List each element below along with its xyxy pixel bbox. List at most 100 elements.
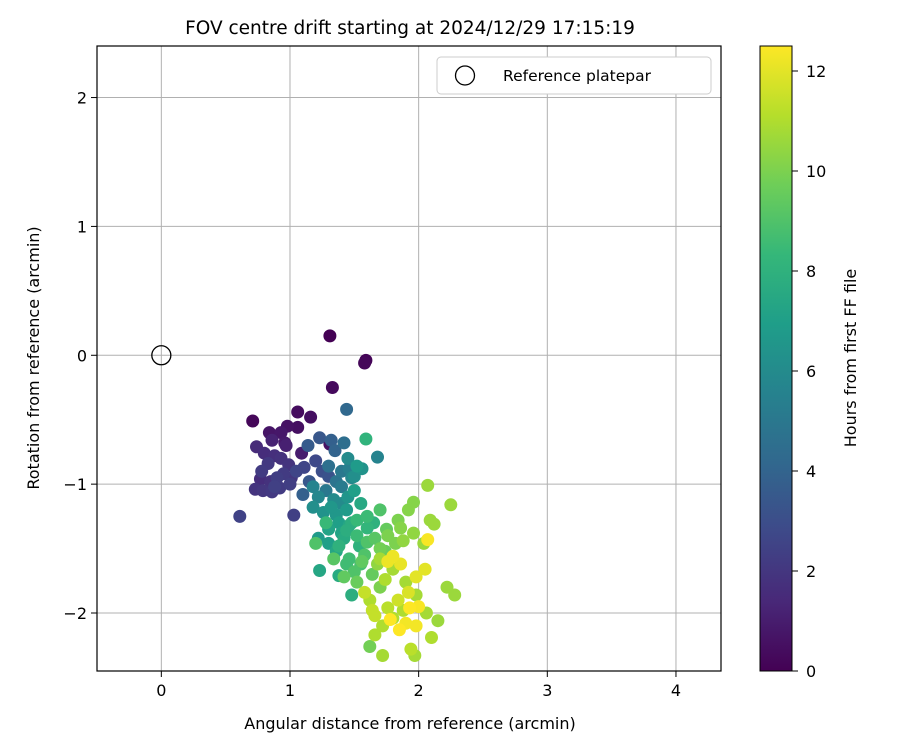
reference-platepar-marker: [151, 345, 172, 366]
data-point: [373, 503, 387, 517]
data-point: [365, 567, 379, 581]
data-point: [391, 593, 405, 607]
data-point: [381, 601, 395, 615]
data-point: [407, 526, 420, 540]
colorbar-scale: [759, 45, 793, 672]
data-point: [407, 495, 420, 509]
data-point: [421, 533, 435, 547]
data-point: [368, 628, 382, 642]
data-point: [233, 509, 247, 523]
data-point: [355, 555, 369, 568]
data-point: [368, 531, 382, 545]
x-tick-label: 3: [542, 681, 552, 700]
x-tick-label: 0: [156, 681, 166, 700]
y-axis-label: Rotation from reference (arcmin): [24, 226, 43, 489]
data-point: [399, 575, 413, 589]
colorbar-tick-label: 4: [806, 462, 816, 481]
colorbar-tick-label: 8: [806, 262, 816, 281]
data-point: [376, 649, 390, 662]
colorbar-label: Hours from first FF file: [841, 269, 860, 448]
data-point: [444, 498, 458, 512]
data-point: [350, 529, 364, 543]
data-point: [255, 464, 269, 478]
y-tick-label: 0: [77, 346, 87, 365]
data-point: [394, 521, 408, 535]
data-point: [301, 439, 315, 452]
data-point: [291, 405, 305, 419]
data-point: [392, 623, 406, 637]
colorbar-tick-label: 0: [806, 662, 816, 681]
data-point: [322, 459, 336, 473]
data-point: [350, 513, 364, 527]
x-axis-ticks: 0 1 2 3 4: [156, 671, 681, 700]
data-point: [340, 503, 354, 517]
data-point: [274, 426, 288, 440]
x-tick-label: 2: [414, 681, 424, 700]
data-point: [340, 402, 354, 416]
data-point: [289, 464, 303, 478]
data-point: [371, 450, 384, 464]
chart-title: FOV centre drift starting at 2024/12/29 …: [185, 18, 635, 39]
data-point: [323, 329, 337, 343]
data-point: [383, 613, 397, 626]
data-point: [328, 444, 342, 458]
data-point: [360, 509, 374, 523]
data-point: [319, 516, 333, 530]
data-point: [313, 564, 327, 577]
data-point: [337, 436, 351, 450]
y-axis-ticks: −2 −1 0 1 2: [63, 89, 97, 623]
data-point: [296, 488, 310, 501]
y-tick-label: 1: [77, 217, 87, 236]
legend: Reference platepar: [436, 56, 712, 95]
data-point: [421, 478, 435, 492]
data-point: [324, 433, 338, 447]
data-point: [345, 588, 359, 602]
data-point: [268, 480, 282, 494]
data-point: [373, 542, 387, 556]
data-point: [257, 446, 271, 460]
data-point: [309, 454, 323, 468]
x-axis-label: Angular distance from reference (arcmin): [244, 714, 575, 733]
colorbar-ticks: 0 2 4 6 8 10 12: [792, 62, 826, 681]
data-point: [409, 570, 423, 584]
legend-marker-reference: [454, 65, 476, 86]
data-point: [418, 562, 432, 576]
legend-box: [436, 56, 712, 95]
data-point: [340, 524, 354, 537]
data-point: [332, 539, 346, 553]
x-tick-label: 4: [671, 681, 681, 700]
data-point: [283, 477, 297, 491]
data-point: [423, 513, 437, 527]
data-point: [246, 414, 260, 428]
data-point: [337, 570, 351, 584]
data-point: [425, 631, 438, 644]
data-point: [291, 420, 305, 434]
colorbar-tick-label: 12: [806, 62, 826, 81]
data-point: [325, 381, 339, 394]
data-point: [404, 642, 418, 656]
data-point: [358, 356, 372, 370]
colorbar-tick-label: 2: [806, 562, 816, 581]
data-point: [287, 508, 301, 522]
data-point: [431, 614, 445, 628]
data-point: [311, 490, 325, 504]
y-tick-label: −1: [63, 475, 87, 494]
data-point: [360, 521, 374, 535]
y-tick-label: 2: [77, 89, 87, 108]
data-point: [409, 619, 423, 633]
data-point: [396, 534, 410, 548]
data-point: [448, 588, 462, 602]
data-point: [347, 565, 361, 579]
data-point: [324, 500, 338, 514]
data-point: [368, 609, 382, 623]
data-point: [354, 497, 368, 510]
data-point: [309, 536, 323, 550]
data-point: [350, 459, 364, 473]
data-point: [401, 585, 415, 599]
reference-marker-group: [151, 345, 172, 366]
data-point: [327, 552, 341, 566]
data-point: [335, 480, 348, 494]
data-point: [403, 601, 417, 615]
